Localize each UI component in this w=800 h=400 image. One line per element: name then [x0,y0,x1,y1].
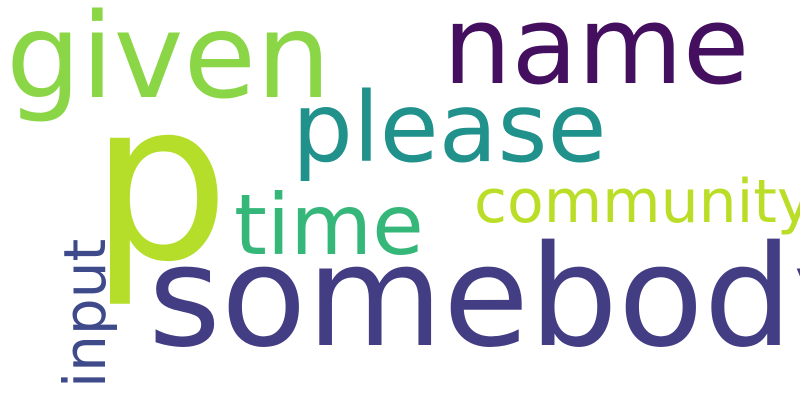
word-community: community [474,167,800,237]
word-somebody: somebody [148,216,800,379]
word-given: given [6,0,331,125]
word-input: input [51,238,119,388]
word-time: time [234,176,424,274]
word-name: name [443,0,750,109]
word-p: p [90,54,230,310]
word-please: please [292,72,607,184]
